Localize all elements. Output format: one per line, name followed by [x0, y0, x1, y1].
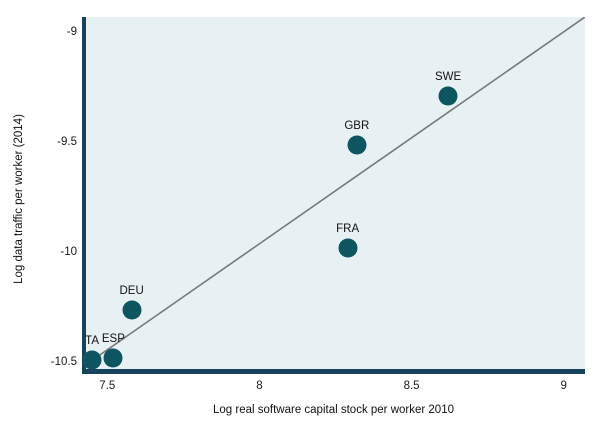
- data-point-gbr: [347, 135, 367, 155]
- data-point-esp: [103, 348, 123, 368]
- x-axis-line: [82, 369, 585, 374]
- data-point-label-ta: TA: [85, 335, 99, 348]
- data-point-fra: [338, 238, 358, 258]
- y-tick-label-0: -9: [66, 26, 77, 39]
- data-point-deu: [122, 300, 142, 320]
- data-point-label-swe: SWE: [434, 71, 462, 84]
- data-point-ta: [82, 350, 102, 370]
- data-point-swe: [438, 86, 458, 106]
- y-tick-label-3: -10.5: [50, 356, 77, 369]
- y-tick-label-1: -9.5: [57, 136, 77, 149]
- x-tick-label-3: 9: [560, 380, 567, 392]
- data-point-label-deu: DEU: [119, 284, 144, 297]
- x-axis-label: Log real software capital stock per work…: [213, 404, 454, 416]
- x-tick-label-0: 7.5: [99, 380, 116, 392]
- data-point-label-fra: FRA: [336, 223, 360, 235]
- data-point-label-gbr: GBR: [344, 119, 370, 132]
- y-tick-label-2: -10: [60, 246, 77, 259]
- plot-area: TA ESP DEU FRA GBR SWE: [82, 17, 585, 370]
- y-axis-line: [82, 17, 86, 374]
- data-point-label-esp: ESP: [101, 333, 125, 345]
- x-tick-label-2: 8.5: [403, 380, 420, 392]
- trend-line: [86, 17, 585, 366]
- x-tick-label-1: 8: [256, 380, 263, 392]
